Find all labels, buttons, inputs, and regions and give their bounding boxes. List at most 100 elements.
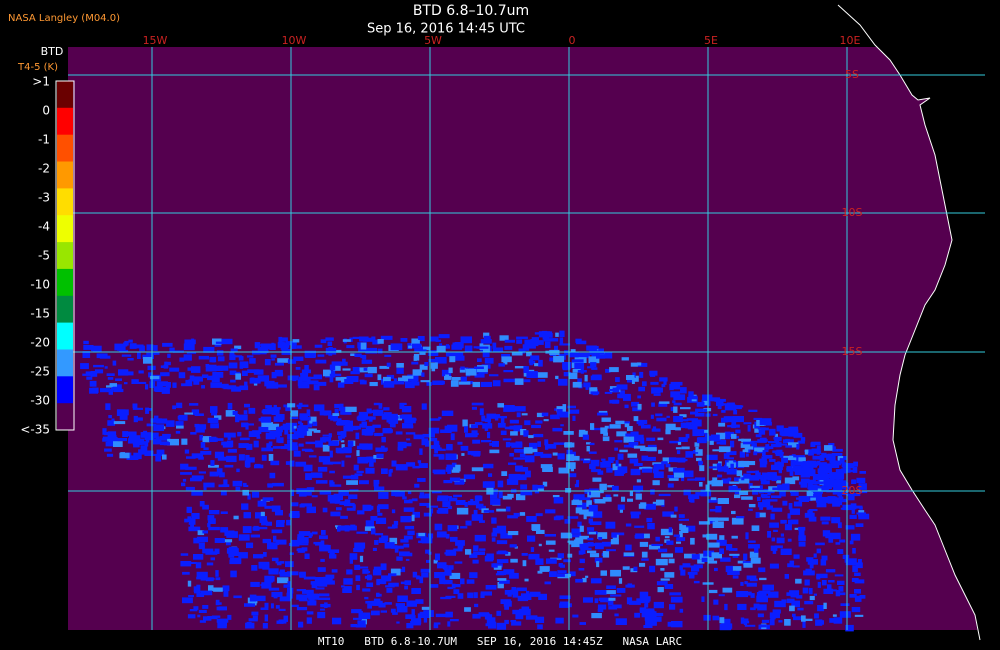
- cloud-pixel: [227, 385, 237, 390]
- cloud-pixel: [402, 375, 414, 379]
- cloud-pixel: [290, 345, 295, 349]
- colorbar-swatch: [57, 81, 73, 109]
- cloud-pixel: [110, 386, 114, 391]
- cloud-pixel: [553, 355, 565, 363]
- cloud-pixel: [592, 374, 602, 380]
- cloud-pixel: [434, 523, 443, 531]
- cloud-pixel: [750, 607, 756, 611]
- cloud-pixel: [758, 567, 766, 573]
- cloud-pixel: [375, 447, 387, 452]
- cloud-pixel: [420, 568, 431, 573]
- cloud-pixel: [674, 547, 684, 553]
- cloud-pixel: [191, 409, 200, 415]
- cloud-pixel: [592, 477, 602, 482]
- cloud-pixel: [804, 600, 814, 605]
- cloud-pixel: [579, 525, 584, 532]
- cloud-pixel: [636, 479, 641, 483]
- cloud-pixel: [763, 472, 767, 479]
- cloud-pixel: [653, 468, 659, 474]
- cloud-pixel: [650, 414, 654, 419]
- cloud-pixel: [196, 593, 205, 597]
- cloud-pixel: [428, 358, 437, 363]
- cloud-pixel: [746, 582, 757, 587]
- cloud-pixel: [395, 603, 405, 607]
- cloud-pixel: [457, 593, 464, 599]
- cloud-pixel: [793, 501, 803, 507]
- cloud-pixel: [442, 501, 451, 508]
- cloud-pixel: [717, 400, 724, 407]
- cloud-pixel: [649, 467, 653, 470]
- cloud-pixel: [104, 448, 112, 452]
- cloud-pixel: [418, 540, 423, 544]
- cloud-pixel: [306, 380, 319, 385]
- cloud-pixel: [745, 453, 749, 457]
- cloud-pixel: [515, 441, 523, 448]
- cloud-pixel: [189, 403, 199, 406]
- cloud-pixel: [737, 603, 747, 610]
- cloud-pixel: [238, 454, 245, 461]
- cloud-pixel: [305, 441, 317, 445]
- cloud-pixel: [119, 452, 130, 459]
- cloud-pixel: [759, 418, 772, 426]
- colorbar-swatch: [57, 161, 73, 189]
- cloud-pixel: [584, 458, 590, 462]
- cloud-pixel: [471, 514, 483, 521]
- cloud-pixel: [377, 339, 384, 344]
- cloud-pixel: [754, 447, 765, 452]
- cloud-pixel: [769, 522, 779, 528]
- cloud-pixel: [419, 364, 428, 370]
- cloud-pixel: [198, 542, 205, 550]
- cloud-pixel: [535, 513, 543, 517]
- cloud-pixel: [691, 554, 700, 560]
- cloud-pixel: [501, 356, 512, 363]
- cloud-pixel: [763, 475, 772, 480]
- cloud-pixel: [513, 512, 520, 517]
- cloud-pixel: [719, 548, 724, 554]
- cloud-pixel: [575, 338, 582, 343]
- cloud-pixel: [650, 374, 656, 377]
- cloud-pixel: [374, 533, 384, 536]
- cloud-pixel: [591, 427, 603, 431]
- cloud-pixel: [827, 463, 840, 468]
- cloud-pixel: [681, 477, 685, 482]
- cloud-pixel: [835, 469, 846, 474]
- cloud-pixel: [380, 445, 385, 449]
- cloud-pixel: [446, 444, 453, 451]
- cloud-pixel: [333, 365, 341, 371]
- cloud-pixel: [726, 431, 735, 438]
- cloud-pixel: [530, 448, 538, 453]
- cloud-pixel: [616, 588, 626, 593]
- cloud-pixel: [639, 541, 649, 547]
- colorbar: >10-1-2-3-4-5-10-15-20-25-30<-35: [20, 75, 75, 437]
- cloud-pixel: [600, 461, 611, 468]
- cloud-pixel: [276, 436, 281, 443]
- cloud-pixel: [241, 422, 248, 428]
- cloud-pixel: [785, 438, 790, 442]
- cloud-pixel: [451, 377, 461, 381]
- cloud-pixel: [417, 478, 426, 482]
- cloud-pixel: [176, 425, 184, 429]
- cloud-pixel: [556, 409, 563, 416]
- cloud-pixel: [340, 515, 348, 519]
- cloud-pixel: [256, 436, 261, 439]
- cloud-pixel: [217, 365, 229, 371]
- cloud-pixel: [639, 591, 649, 599]
- cloud-pixel: [417, 460, 422, 464]
- cloud-pixel: [658, 402, 668, 407]
- cloud-pixel: [511, 587, 516, 591]
- cloud-pixel: [848, 493, 855, 501]
- cloud-pixel: [790, 491, 799, 496]
- cloud-pixel: [377, 374, 382, 381]
- cloud-pixel: [246, 443, 253, 450]
- cloud-pixel: [482, 423, 493, 429]
- cloud-pixel: [536, 340, 544, 345]
- cloud-pixel: [380, 610, 387, 613]
- cloud-pixel: [283, 584, 291, 588]
- cloud-pixel: [460, 445, 469, 451]
- cloud-pixel: [670, 407, 675, 412]
- cloud-pixel: [106, 453, 114, 457]
- cloud-pixel: [586, 445, 590, 452]
- cloud-pixel: [664, 584, 674, 589]
- cloud-pixel: [340, 431, 347, 438]
- cloud-pixel: [540, 464, 553, 469]
